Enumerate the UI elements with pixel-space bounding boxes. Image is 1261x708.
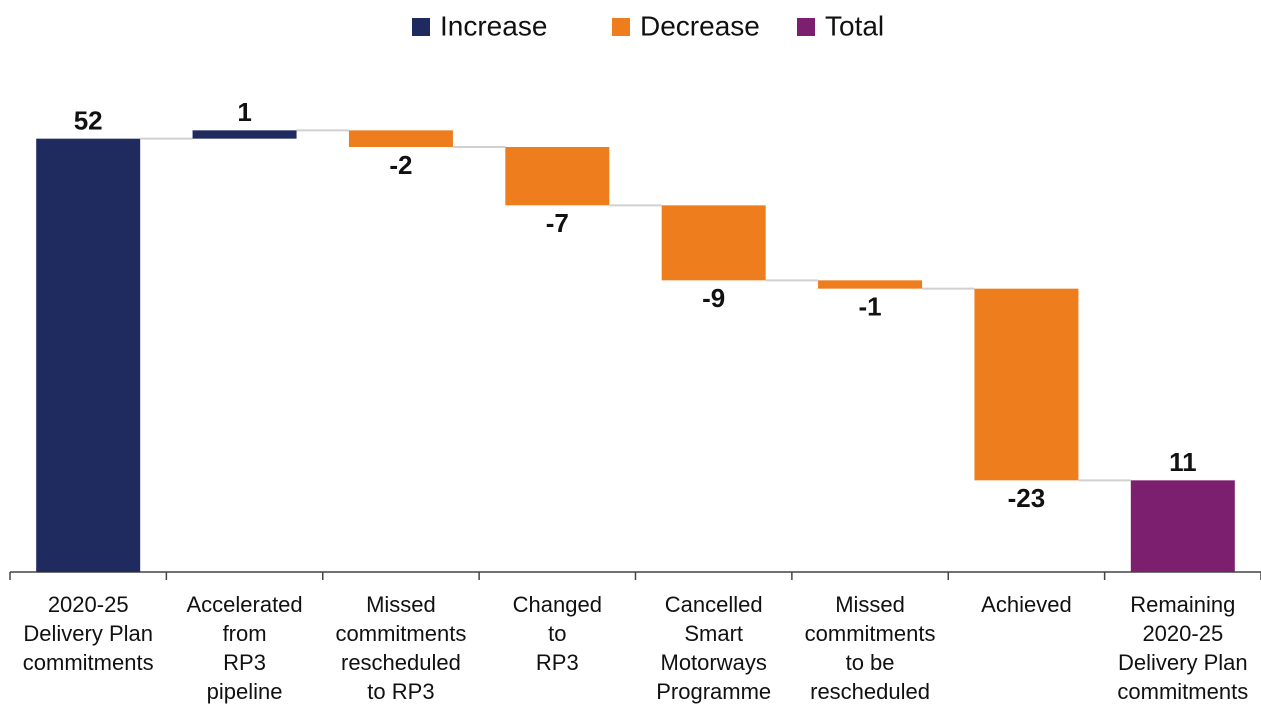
x-tick-label: Accelerated from RP3 pipeline [186, 592, 303, 704]
bar [1130, 480, 1235, 572]
data-label: -9 [702, 283, 725, 313]
legend-swatch [797, 18, 815, 36]
bar [348, 130, 453, 147]
x-tick-label: Missed commitments to be rescheduled [804, 592, 936, 704]
bar [505, 147, 610, 206]
bar [974, 288, 1079, 481]
legend-label: Total [825, 10, 884, 41]
x-tick-label: Changed to RP3 [512, 592, 602, 675]
bar [818, 280, 923, 289]
data-label: 52 [74, 106, 103, 136]
legend-label: Decrease [640, 10, 760, 41]
data-label: 1 [237, 97, 251, 127]
x-tick-label: Remaining 2020-25 Delivery Plan commitme… [1117, 592, 1249, 704]
data-label: -23 [1008, 483, 1046, 513]
x-tick-label: Missed commitments rescheduled to RP3 [335, 592, 467, 704]
x-tick-label: Cancelled Smart Motorways Programme [656, 592, 772, 704]
data-label: -2 [389, 150, 412, 180]
data-label: -7 [546, 208, 569, 238]
legend-swatch [612, 18, 630, 36]
data-label: -1 [859, 292, 882, 322]
data-label: 11 [1169, 447, 1197, 477]
x-tick-label: Achieved [981, 592, 1072, 617]
x-tick-label: 2020-25 Delivery Plan commitments [22, 592, 154, 675]
bar [192, 130, 297, 139]
legend-swatch [412, 18, 430, 36]
legend-label: Increase [440, 10, 547, 41]
bar [36, 138, 141, 572]
bar [661, 205, 766, 281]
